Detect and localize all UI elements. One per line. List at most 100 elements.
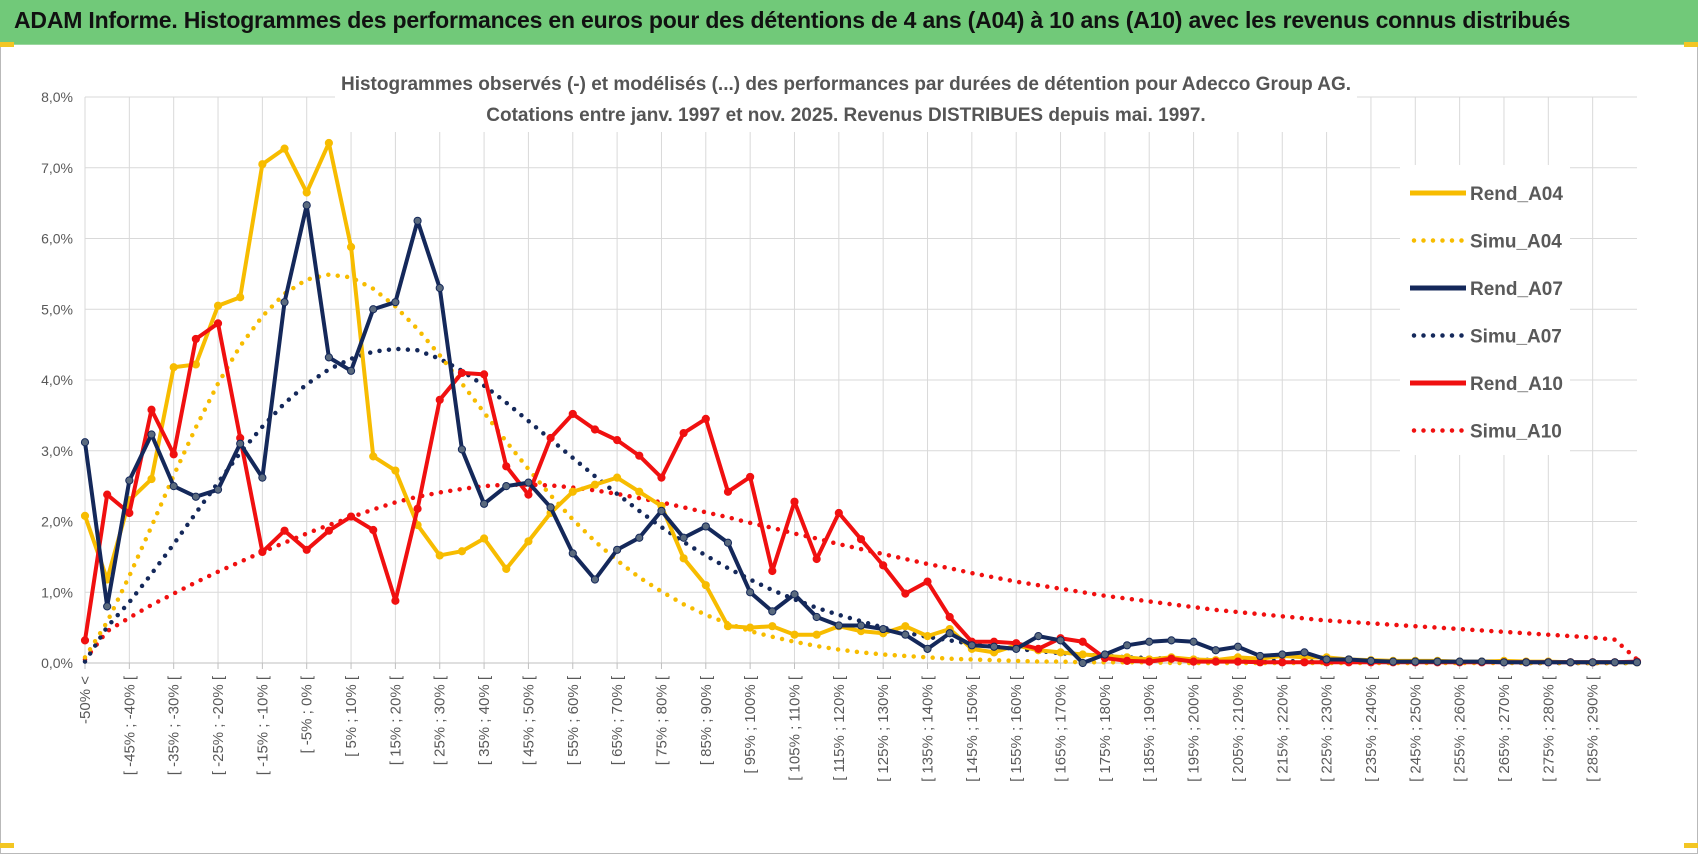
data-point	[259, 474, 266, 481]
x-tick-label: [ 185% ; 190% [	[1141, 675, 1158, 782]
x-tick-label: [ -45% ; -40% [	[121, 675, 138, 775]
data-point	[503, 483, 510, 490]
data-point	[680, 555, 687, 562]
data-point	[325, 139, 332, 146]
legend-background	[1400, 165, 1570, 455]
data-point	[924, 645, 931, 652]
data-point	[1013, 645, 1020, 652]
data-point	[347, 367, 354, 374]
data-point	[370, 306, 377, 313]
data-point	[591, 481, 598, 488]
x-tick-label: [ 55% ; 60% [	[565, 675, 582, 765]
data-point	[1345, 656, 1352, 663]
data-point	[1301, 649, 1308, 656]
data-point	[924, 578, 931, 585]
data-point	[724, 539, 731, 546]
data-point	[480, 371, 487, 378]
data-point	[392, 597, 399, 604]
data-point	[857, 536, 864, 543]
data-point	[347, 513, 354, 520]
data-point	[702, 523, 709, 530]
data-point	[237, 294, 244, 301]
data-point	[214, 302, 221, 309]
data-point	[458, 446, 465, 453]
data-point	[1123, 642, 1130, 649]
y-tick-label: 4,0%	[41, 372, 73, 388]
y-tick-label: 6,0%	[41, 231, 73, 247]
data-point	[281, 527, 288, 534]
data-point	[148, 406, 155, 413]
data-point	[813, 631, 820, 638]
data-point	[1057, 637, 1064, 644]
x-tick-label: [ 285% ; 290% [	[1585, 675, 1602, 782]
data-point	[702, 415, 709, 422]
data-point	[1633, 659, 1640, 666]
y-tick-label: 1,0%	[41, 584, 73, 600]
data-point	[1190, 658, 1197, 665]
x-tick-label: [ 245% ; 250% [	[1407, 675, 1424, 782]
data-point	[1146, 638, 1153, 645]
data-point	[503, 565, 510, 572]
data-point	[347, 243, 354, 250]
x-tick-label: [ 75% ; 80% [	[653, 675, 670, 765]
data-point	[1234, 658, 1241, 665]
chart-title: Histogrammes observés (-) et modélisés (…	[335, 62, 1357, 132]
data-point	[436, 552, 443, 559]
data-point	[902, 590, 909, 597]
data-point	[81, 512, 88, 519]
data-point	[591, 426, 598, 433]
data-point	[458, 548, 465, 555]
x-tick-label: [ 65% ; 70% [	[609, 675, 626, 765]
data-point	[126, 477, 133, 484]
data-point	[1301, 659, 1308, 666]
data-point	[680, 429, 687, 436]
data-point	[325, 527, 332, 534]
data-point	[813, 613, 820, 620]
data-point	[658, 474, 665, 481]
data-point	[658, 507, 665, 514]
data-point	[148, 475, 155, 482]
data-point	[1101, 651, 1108, 658]
data-point	[1079, 651, 1086, 658]
data-point	[480, 500, 487, 507]
data-point	[769, 608, 776, 615]
data-point	[1168, 637, 1175, 644]
data-point	[569, 488, 576, 495]
legend-label: Simu_A07	[1470, 327, 1562, 348]
x-tick-label: [ 225% ; 230% [	[1319, 675, 1336, 782]
data-point	[924, 633, 931, 640]
x-tick-label: [ -15% ; -10% [	[254, 675, 271, 775]
x-tick-label: [ -35% ; -30% [	[166, 675, 183, 775]
data-point	[370, 526, 377, 533]
data-point	[569, 550, 576, 557]
data-point	[769, 567, 776, 574]
x-tick-label: [ 165% ; 170% [	[1053, 675, 1070, 782]
y-tick-label: 7,0%	[41, 160, 73, 176]
data-point	[259, 548, 266, 555]
x-tick-label: [ -5% ; 0% [	[299, 675, 316, 753]
chart-title-line-1: Histogrammes observés (-) et modélisés (…	[341, 74, 1351, 95]
data-point	[303, 202, 310, 209]
data-point	[1434, 658, 1441, 665]
x-tick-label: [ 265% ; 270% [	[1496, 675, 1513, 782]
data-point	[281, 145, 288, 152]
data-point	[1146, 658, 1153, 665]
data-point	[1256, 652, 1263, 659]
y-tick-label: 2,0%	[41, 514, 73, 530]
x-tick-label: [ 135% ; 140% [	[920, 675, 937, 782]
x-tick-label: [ 195% ; 200% [	[1186, 675, 1203, 782]
x-tick-label: [ 105% ; 110% [	[786, 675, 803, 781]
data-point	[480, 535, 487, 542]
x-tick-label: [ 95% ; 100% [	[742, 675, 759, 773]
data-point	[990, 643, 997, 650]
data-point	[1035, 645, 1042, 652]
data-point	[1412, 658, 1419, 665]
y-tick-label: 8,0%	[41, 89, 73, 105]
x-tick-label: [ 85% ; 90% [	[698, 675, 715, 765]
data-point	[503, 463, 510, 470]
data-point	[303, 189, 310, 196]
x-tick-label: [ 255% ; 260% [	[1452, 675, 1469, 782]
x-tick-label: [ 25% ; 30% [	[432, 675, 449, 765]
data-point	[259, 161, 266, 168]
data-point	[1545, 659, 1552, 666]
